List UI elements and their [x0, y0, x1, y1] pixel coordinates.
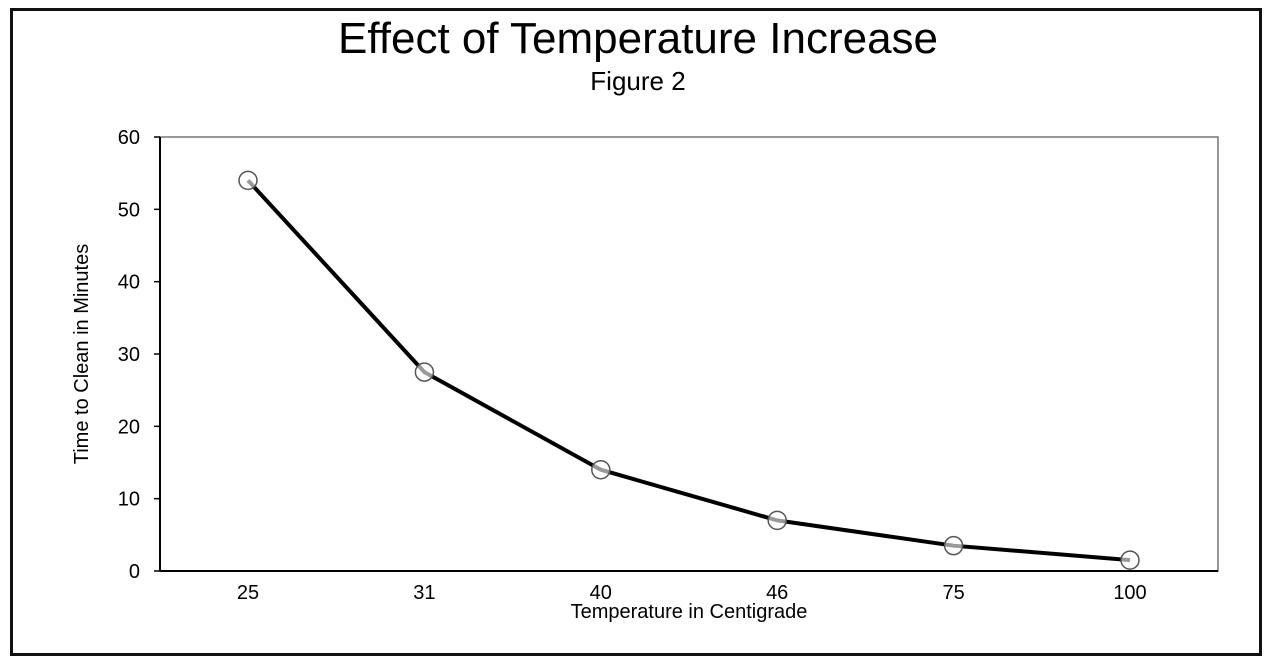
x-tick-label: 100	[1113, 582, 1146, 604]
x-tick-label: 25	[237, 582, 259, 604]
y-tick-label: 60	[118, 127, 140, 149]
y-tick-label: 10	[118, 489, 140, 511]
y-axis-label: Time to Clean in Minutes	[71, 244, 93, 464]
x-tick-label: 40	[590, 582, 612, 604]
y-tick-label: 40	[118, 272, 140, 294]
plot-area	[159, 136, 1219, 572]
data-point-marker	[414, 362, 435, 382]
figure-frame	[10, 8, 1262, 656]
y-tick-label: 20	[118, 416, 140, 438]
chart-title: Effect of Temperature Increase	[337, 14, 939, 63]
y-tick-label: 30	[118, 344, 140, 366]
x-axis-label: Temperature in Centigrade	[571, 601, 808, 623]
data-points	[238, 170, 1140, 570]
x-tick-label: 75	[942, 582, 964, 604]
data-point-marker	[1120, 550, 1140, 570]
y-tick-label: 50	[118, 199, 140, 221]
x-tick-labels: 25 31 40 46 75 100	[237, 582, 1147, 604]
x-tick-label: 31	[413, 582, 435, 604]
chart-subtitle: Figure 2	[590, 66, 686, 96]
data-point-marker	[767, 510, 787, 531]
x-tick-label: 46	[766, 582, 788, 604]
data-point-marker	[943, 535, 964, 556]
y-tick-label: 0	[129, 561, 140, 583]
data-point-marker	[591, 459, 611, 480]
series-line	[246, 179, 1131, 563]
y-tick-labels: 0 10 20 30 40 50 60	[118, 127, 160, 583]
data-point-marker	[238, 170, 258, 191]
